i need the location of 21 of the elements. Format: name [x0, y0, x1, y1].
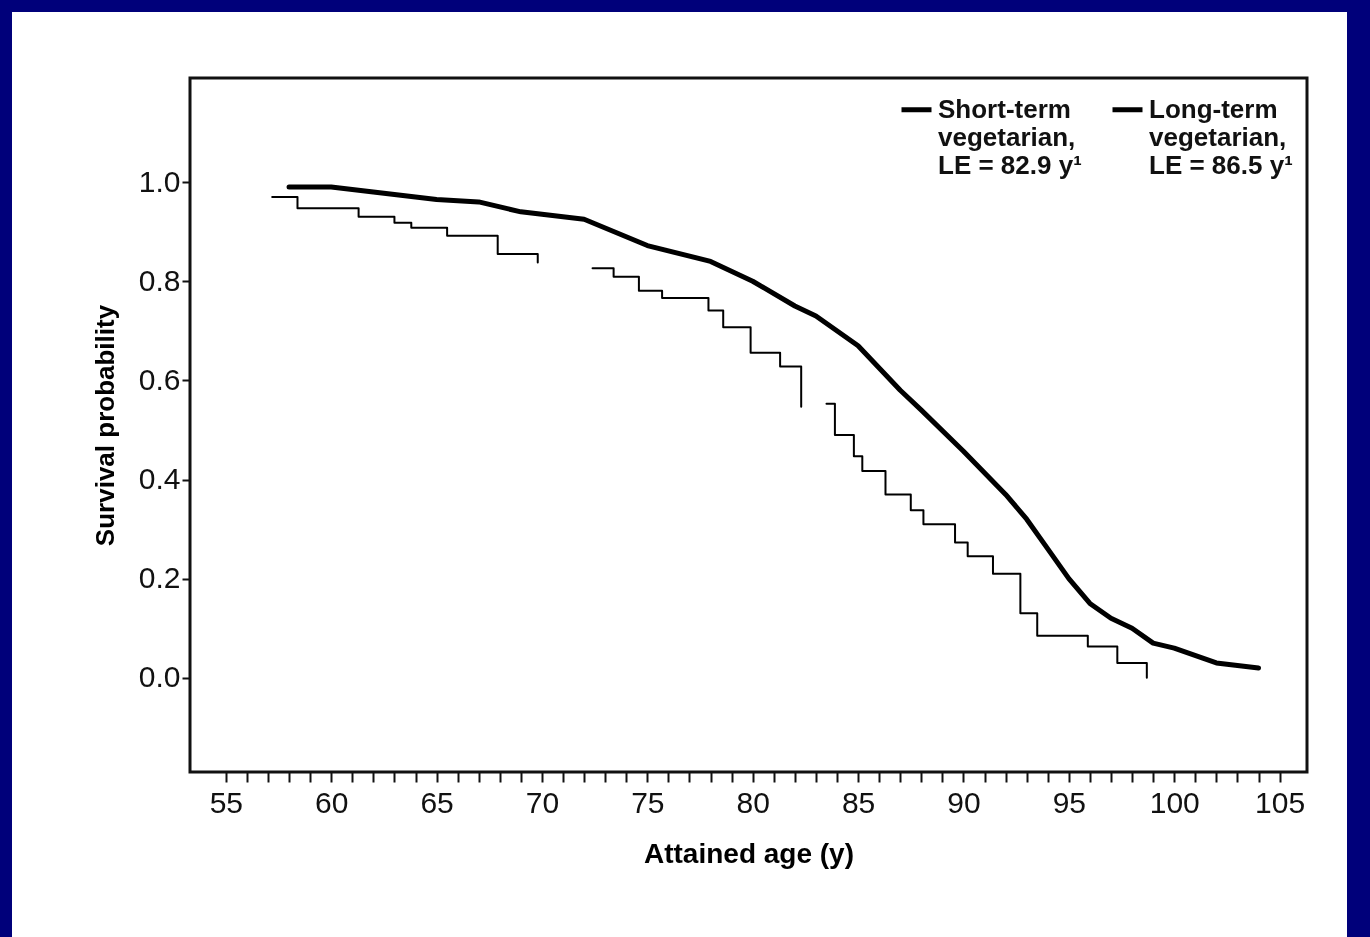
- x-tick-label: 70: [525, 785, 560, 819]
- x-tick-label: 90: [947, 785, 981, 819]
- y-tick-label: 0.0: [138, 660, 181, 694]
- y-tick-label: 1.0: [138, 164, 181, 198]
- x-tick-label: 85: [841, 785, 876, 819]
- x-tick-label: 60: [315, 785, 349, 819]
- x-tick-label: 55: [209, 785, 244, 819]
- y-axis-title: Survival probability: [89, 304, 120, 547]
- y-tick-label: 0.6: [138, 362, 181, 396]
- x-tick-label: 95: [1052, 785, 1087, 819]
- x-tick-label: 80: [736, 785, 770, 819]
- x-tick-label: 100: [1149, 785, 1200, 819]
- y-tick-label: 0.4: [138, 462, 181, 496]
- x-axis-title: Attained age (y): [643, 837, 855, 869]
- y-tick-label: 0.8: [138, 263, 181, 297]
- legend-label: Long-term vegetarian, LE = 86.5 y¹: [1149, 93, 1293, 180]
- y-tick-label: 0.2: [138, 561, 181, 595]
- x-tick-label: 105: [1255, 785, 1306, 819]
- legend-label: Short-term vegetarian, LE = 82.9 y¹: [938, 93, 1082, 180]
- x-tick-label: 65: [420, 785, 454, 819]
- x-tick-label: 75: [631, 785, 665, 819]
